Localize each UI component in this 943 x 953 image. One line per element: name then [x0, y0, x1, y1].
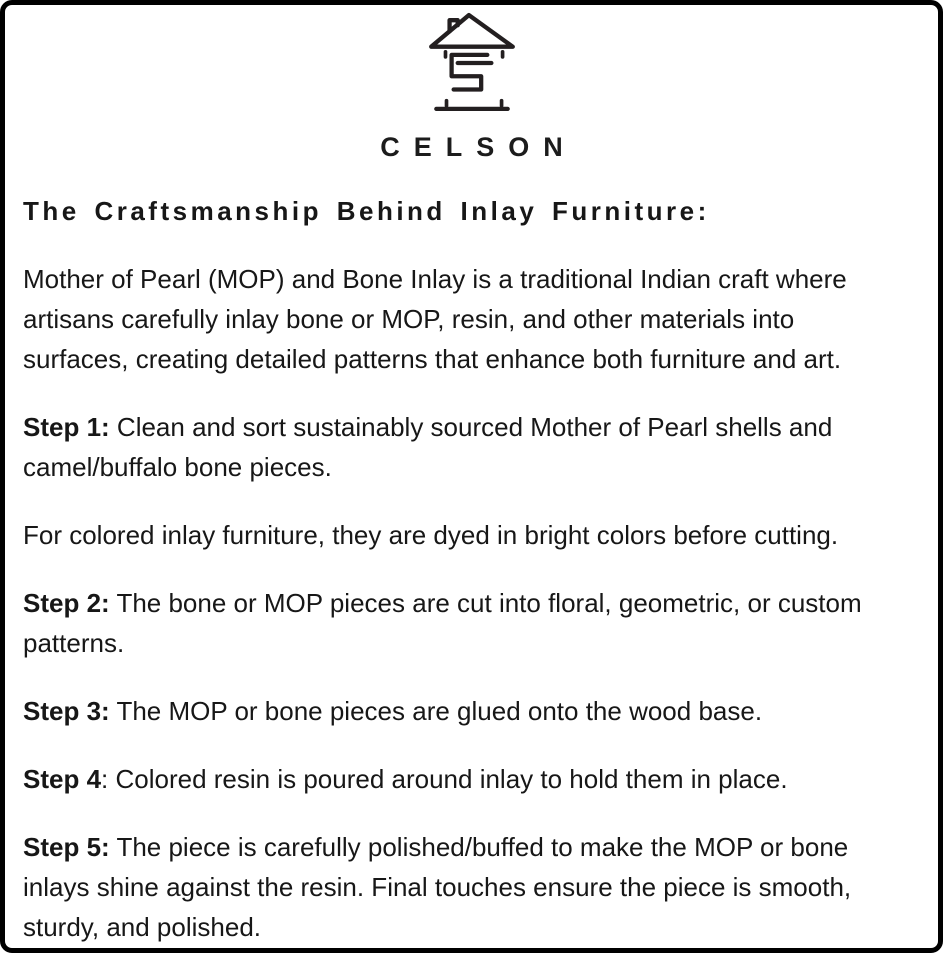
step-3-paragraph: Step 3: The MOP or bone pieces are glued…: [23, 691, 907, 731]
step-3-text: The MOP or bone pieces are glued onto th…: [109, 696, 763, 726]
step-1-label: Step 1:: [23, 412, 110, 442]
colored-inlay-note-paragraph: For colored inlay furniture, they are dy…: [23, 515, 907, 555]
step-3-label: Step 3:: [23, 696, 110, 726]
page-title: The Craftsmanship Behind Inlay Furniture…: [23, 196, 710, 226]
step-1-paragraph: Step 1: Clean and sort sustainably sourc…: [23, 407, 907, 487]
step-5-label: Step 5:: [23, 832, 110, 862]
step-1-text: Clean and sort sustainably sourced Mothe…: [23, 412, 833, 482]
intro-paragraph: Mother of Pearl (MOP) and Bone Inlay is …: [23, 259, 907, 379]
step-4-label: Step 4: [23, 764, 102, 794]
colored-inlay-note-text: For colored inlay furniture, they are dy…: [23, 520, 839, 550]
brand-wordmark: CELSON: [380, 132, 577, 162]
step-5-paragraph: Step 5: The piece is carefully polished/…: [23, 827, 907, 947]
step-2-label: Step 2:: [23, 588, 110, 618]
step-2-text: The bone or MOP pieces are cut into flor…: [23, 588, 862, 658]
step-2-paragraph: Step 2: The bone or MOP pieces are cut i…: [23, 583, 907, 663]
brand-logo: [5, 11, 938, 120]
intro-paragraph-text: Mother of Pearl (MOP) and Bone Inlay is …: [23, 264, 847, 374]
step-5-text: The piece is carefully polished/buffed t…: [23, 832, 852, 942]
step-4-text: : Colored resin is poured around inlay t…: [101, 764, 788, 794]
step-4-paragraph: Step 4: Colored resin is poured around i…: [23, 759, 907, 799]
celson-house-logo-icon: [428, 12, 515, 112]
document-body: The Craftsmanship Behind Inlay Furniture…: [5, 191, 938, 947]
